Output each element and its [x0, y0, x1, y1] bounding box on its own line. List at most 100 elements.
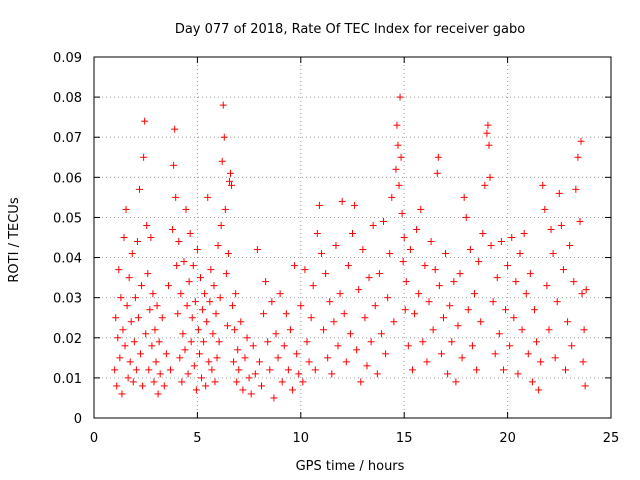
data-point	[406, 246, 414, 254]
data-point	[141, 117, 149, 125]
data-point	[233, 378, 241, 386]
data-point	[274, 354, 282, 362]
data-point	[539, 181, 547, 189]
data-point	[495, 330, 503, 338]
data-point	[434, 153, 442, 161]
data-point	[122, 205, 130, 213]
data-point	[111, 366, 119, 374]
data-point	[173, 262, 181, 270]
data-point	[506, 342, 514, 350]
data-point	[541, 205, 549, 213]
data-point	[555, 189, 563, 197]
data-point	[404, 342, 412, 350]
x-tick-label: 0	[90, 431, 98, 446]
data-point	[142, 330, 150, 338]
x-tick-label: 10	[293, 431, 310, 446]
data-point	[485, 141, 493, 149]
data-point	[367, 338, 375, 346]
data-point	[479, 229, 487, 237]
data-point	[392, 165, 400, 173]
data-point	[528, 378, 536, 386]
y-tick-label: 0	[74, 412, 82, 427]
data-point	[127, 318, 135, 326]
data-point	[232, 290, 240, 298]
y-tick-label: 0.04	[53, 252, 82, 267]
data-point	[189, 262, 197, 270]
chart-title: Day 077 of 2018, Rate Of TEC Index for r…	[175, 22, 525, 37]
data-point	[260, 310, 268, 318]
data-point	[437, 350, 445, 358]
data-point	[442, 250, 450, 258]
y-tick-label: 0.06	[53, 171, 82, 186]
data-point	[307, 314, 315, 322]
data-points	[111, 93, 590, 402]
data-point	[158, 314, 166, 322]
data-point	[399, 258, 407, 266]
data-point	[580, 326, 588, 334]
data-point	[317, 250, 325, 258]
data-point	[153, 302, 161, 310]
data-point	[357, 378, 365, 386]
data-point	[454, 322, 462, 330]
data-point	[421, 262, 429, 270]
data-point	[220, 133, 228, 141]
y-tick-label: 0.05	[53, 211, 82, 226]
data-point	[577, 137, 585, 145]
data-point	[450, 278, 458, 286]
data-point	[164, 282, 172, 290]
data-point	[135, 185, 143, 193]
data-point	[119, 326, 127, 334]
data-point	[223, 322, 231, 330]
data-point	[148, 342, 156, 350]
data-point	[305, 358, 313, 366]
data-point	[570, 278, 578, 286]
data-point	[203, 318, 211, 326]
data-point	[202, 382, 210, 390]
data-point	[425, 298, 433, 306]
data-point	[448, 338, 456, 346]
data-point	[533, 338, 541, 346]
data-point	[197, 274, 205, 282]
data-point	[349, 229, 356, 237]
data-point	[402, 278, 410, 286]
data-point	[336, 290, 344, 298]
data-point	[137, 350, 145, 358]
y-axis-title: ROTI / TECUs	[7, 197, 22, 282]
data-point	[512, 278, 520, 286]
data-point	[247, 390, 255, 398]
data-point	[551, 354, 559, 362]
data-point	[255, 358, 263, 366]
data-point	[209, 330, 217, 338]
data-point	[484, 121, 492, 129]
data-point	[229, 302, 237, 310]
data-point	[293, 350, 301, 358]
data-point	[411, 310, 419, 318]
data-point	[514, 370, 522, 378]
data-point	[524, 350, 532, 358]
data-point	[186, 229, 194, 237]
data-point	[195, 350, 203, 358]
data-point	[353, 346, 361, 354]
data-point	[280, 342, 288, 350]
data-point	[188, 314, 196, 322]
data-point	[568, 342, 576, 350]
data-point	[231, 326, 239, 334]
data-point	[215, 338, 223, 346]
data-point	[481, 181, 489, 189]
data-point	[179, 330, 187, 338]
data-point	[297, 302, 305, 310]
data-point	[235, 366, 243, 374]
data-point	[346, 330, 354, 338]
data-point	[176, 354, 184, 362]
data-point	[462, 213, 470, 221]
data-point	[452, 378, 460, 386]
data-point	[212, 310, 220, 318]
data-point	[224, 250, 232, 258]
data-point	[582, 286, 590, 294]
data-point	[113, 382, 121, 390]
data-point	[493, 274, 501, 282]
data-point	[522, 290, 530, 298]
data-point	[547, 225, 555, 233]
data-point	[140, 153, 148, 161]
data-point	[139, 382, 147, 390]
